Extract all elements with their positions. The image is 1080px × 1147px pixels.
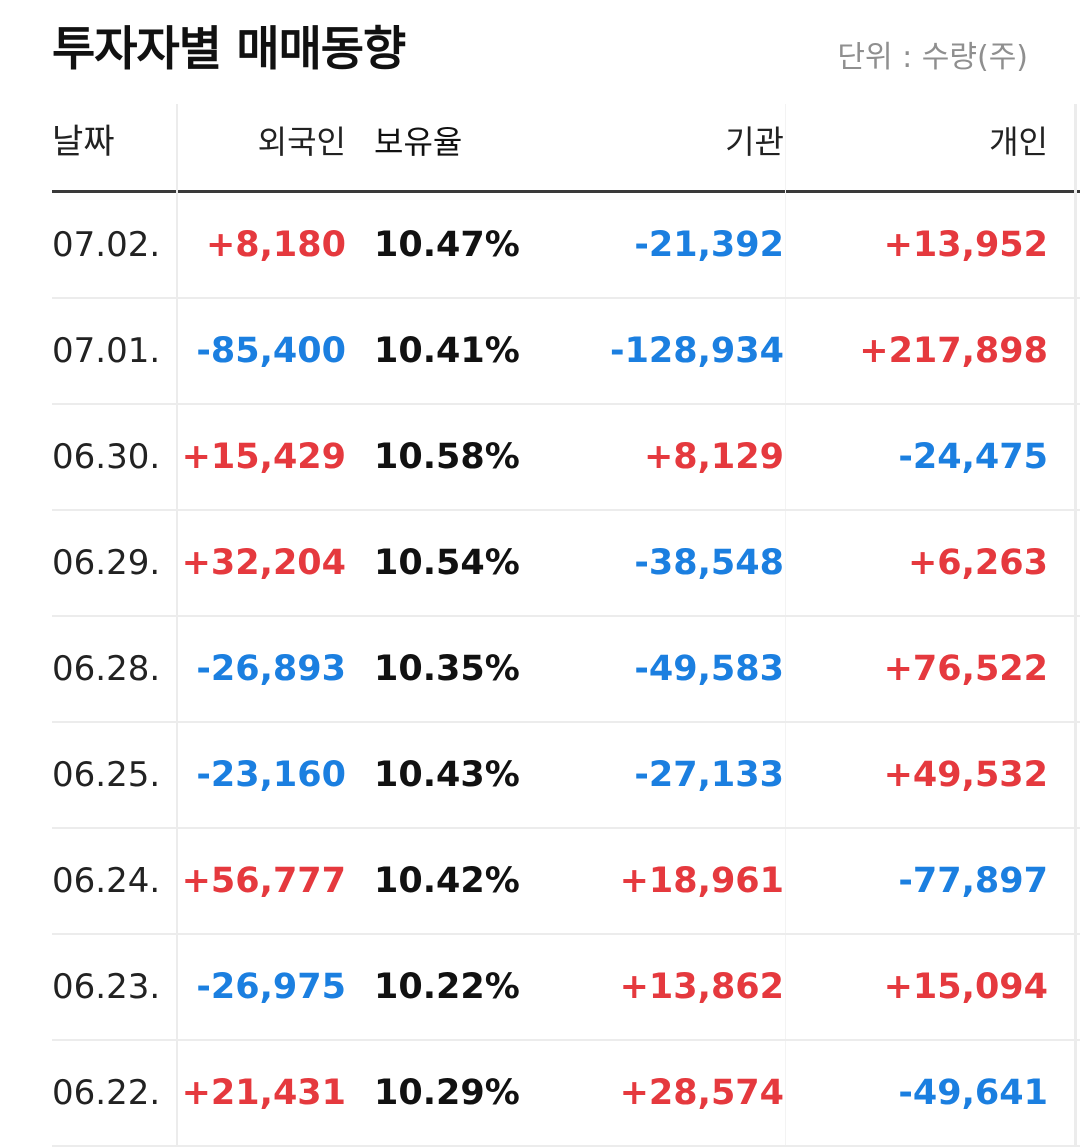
cell-foreign: -23,160 — [196, 755, 346, 795]
cell-institution: -27,133 — [634, 755, 784, 795]
cell-individual: +49,532 — [883, 755, 1048, 795]
cell-date: 06.22. — [52, 1073, 161, 1113]
column-header-institution: 기관 — [725, 123, 784, 161]
investor-trading-table: 날짜 외국인 보유율 기관 개인 07.02. +8,180 10.47% -21,3… — [52, 104, 1080, 1147]
cell-date: 06.24. — [52, 861, 161, 901]
cell-individual: +217,898 — [859, 331, 1048, 371]
cell-foreign: +15,429 — [181, 437, 346, 477]
cell-date: 06.29. — [52, 543, 161, 583]
table-row[interactable]: 06.24. +56,777 10.42% +18,961 -77,897 — [52, 829, 1080, 935]
cell-institution: -49,583 — [634, 649, 784, 689]
table-row[interactable]: 07.02. +8,180 10.47% -21,392 +13,952 — [52, 193, 1080, 299]
cell-foreign: +56,777 — [181, 861, 346, 901]
cell-holding-ratio: 10.22% — [374, 967, 520, 1007]
column-divider — [176, 104, 178, 1147]
cell-date: 06.25. — [52, 755, 161, 795]
cell-foreign: +8,180 — [205, 225, 346, 265]
cell-holding-ratio: 10.54% — [374, 543, 520, 583]
cell-holding-ratio: 10.29% — [374, 1073, 520, 1113]
cell-date: 06.30. — [52, 437, 161, 477]
cell-holding-ratio: 10.41% — [374, 331, 520, 371]
cell-date: 06.28. — [52, 649, 161, 689]
cell-individual: -24,475 — [898, 437, 1048, 477]
cell-foreign: +32,204 — [181, 543, 346, 583]
cell-individual: -49,641 — [898, 1073, 1048, 1113]
table-body: 07.02. +8,180 10.47% -21,392 +13,952 07.01. -8… — [52, 104, 1080, 1147]
cell-institution: +8,129 — [643, 437, 784, 477]
table-row[interactable]: 07.01. -85,400 10.41% -128,934 +217,898 — [52, 299, 1080, 405]
table-row[interactable]: 06.23. -26,975 10.22% +13,862 +15,094 — [52, 935, 1080, 1041]
unit-label: 단위 : 수량(주) — [837, 40, 1028, 75]
column-divider — [1074, 104, 1077, 1147]
table-row[interactable]: 06.25. -23,160 10.43% -27,133 +49,532 — [52, 723, 1080, 829]
cell-individual: +76,522 — [883, 649, 1048, 689]
cell-individual: -77,897 — [898, 861, 1048, 901]
table-row[interactable]: 06.28. -26,893 10.35% -49,583 +76,522 — [52, 617, 1080, 723]
cell-institution: +28,574 — [619, 1073, 784, 1113]
cell-foreign: -26,975 — [196, 967, 346, 1007]
cell-holding-ratio: 10.35% — [374, 649, 520, 689]
cell-individual: +13,952 — [883, 225, 1048, 265]
column-header-foreign: 외국인 — [257, 123, 346, 161]
cell-institution: +18,961 — [619, 861, 784, 901]
column-header-holding-ratio: 보유율 — [374, 123, 463, 161]
cell-institution: -21,392 — [634, 225, 784, 265]
cell-foreign: -85,400 — [196, 331, 346, 371]
cell-date: 07.02. — [52, 225, 161, 265]
page-title: 투자자별 매매동향 — [52, 22, 406, 77]
cell-institution: -128,934 — [610, 331, 784, 371]
table-row[interactable]: 06.22. +21,431 10.29% +28,574 -49,641 — [52, 1041, 1080, 1147]
cell-date: 06.23. — [52, 967, 161, 1007]
cell-holding-ratio: 10.58% — [374, 437, 520, 477]
cell-holding-ratio: 10.47% — [374, 225, 520, 265]
column-header-individual: 개인 — [989, 123, 1048, 161]
table-row[interactable]: 06.29. +32,204 10.54% -38,548 +6,263 — [52, 511, 1080, 617]
cell-individual: +15,094 — [883, 967, 1048, 1007]
cell-holding-ratio: 10.42% — [374, 861, 520, 901]
cell-institution: -38,548 — [634, 543, 784, 583]
cell-individual: +6,263 — [907, 543, 1048, 583]
column-divider — [785, 104, 786, 1147]
cell-foreign: +21,431 — [181, 1073, 346, 1113]
cell-holding-ratio: 10.43% — [374, 755, 520, 795]
cell-institution: +13,862 — [619, 967, 784, 1007]
table-row[interactable]: 06.30. +15,429 10.58% +8,129 -24,475 — [52, 405, 1080, 511]
cell-date: 07.01. — [52, 331, 161, 371]
column-header-date: 날짜 — [52, 122, 115, 162]
table-header: 날짜 외국인 보유율 기관 개인 — [52, 104, 1080, 193]
cell-foreign: -26,893 — [196, 649, 346, 689]
